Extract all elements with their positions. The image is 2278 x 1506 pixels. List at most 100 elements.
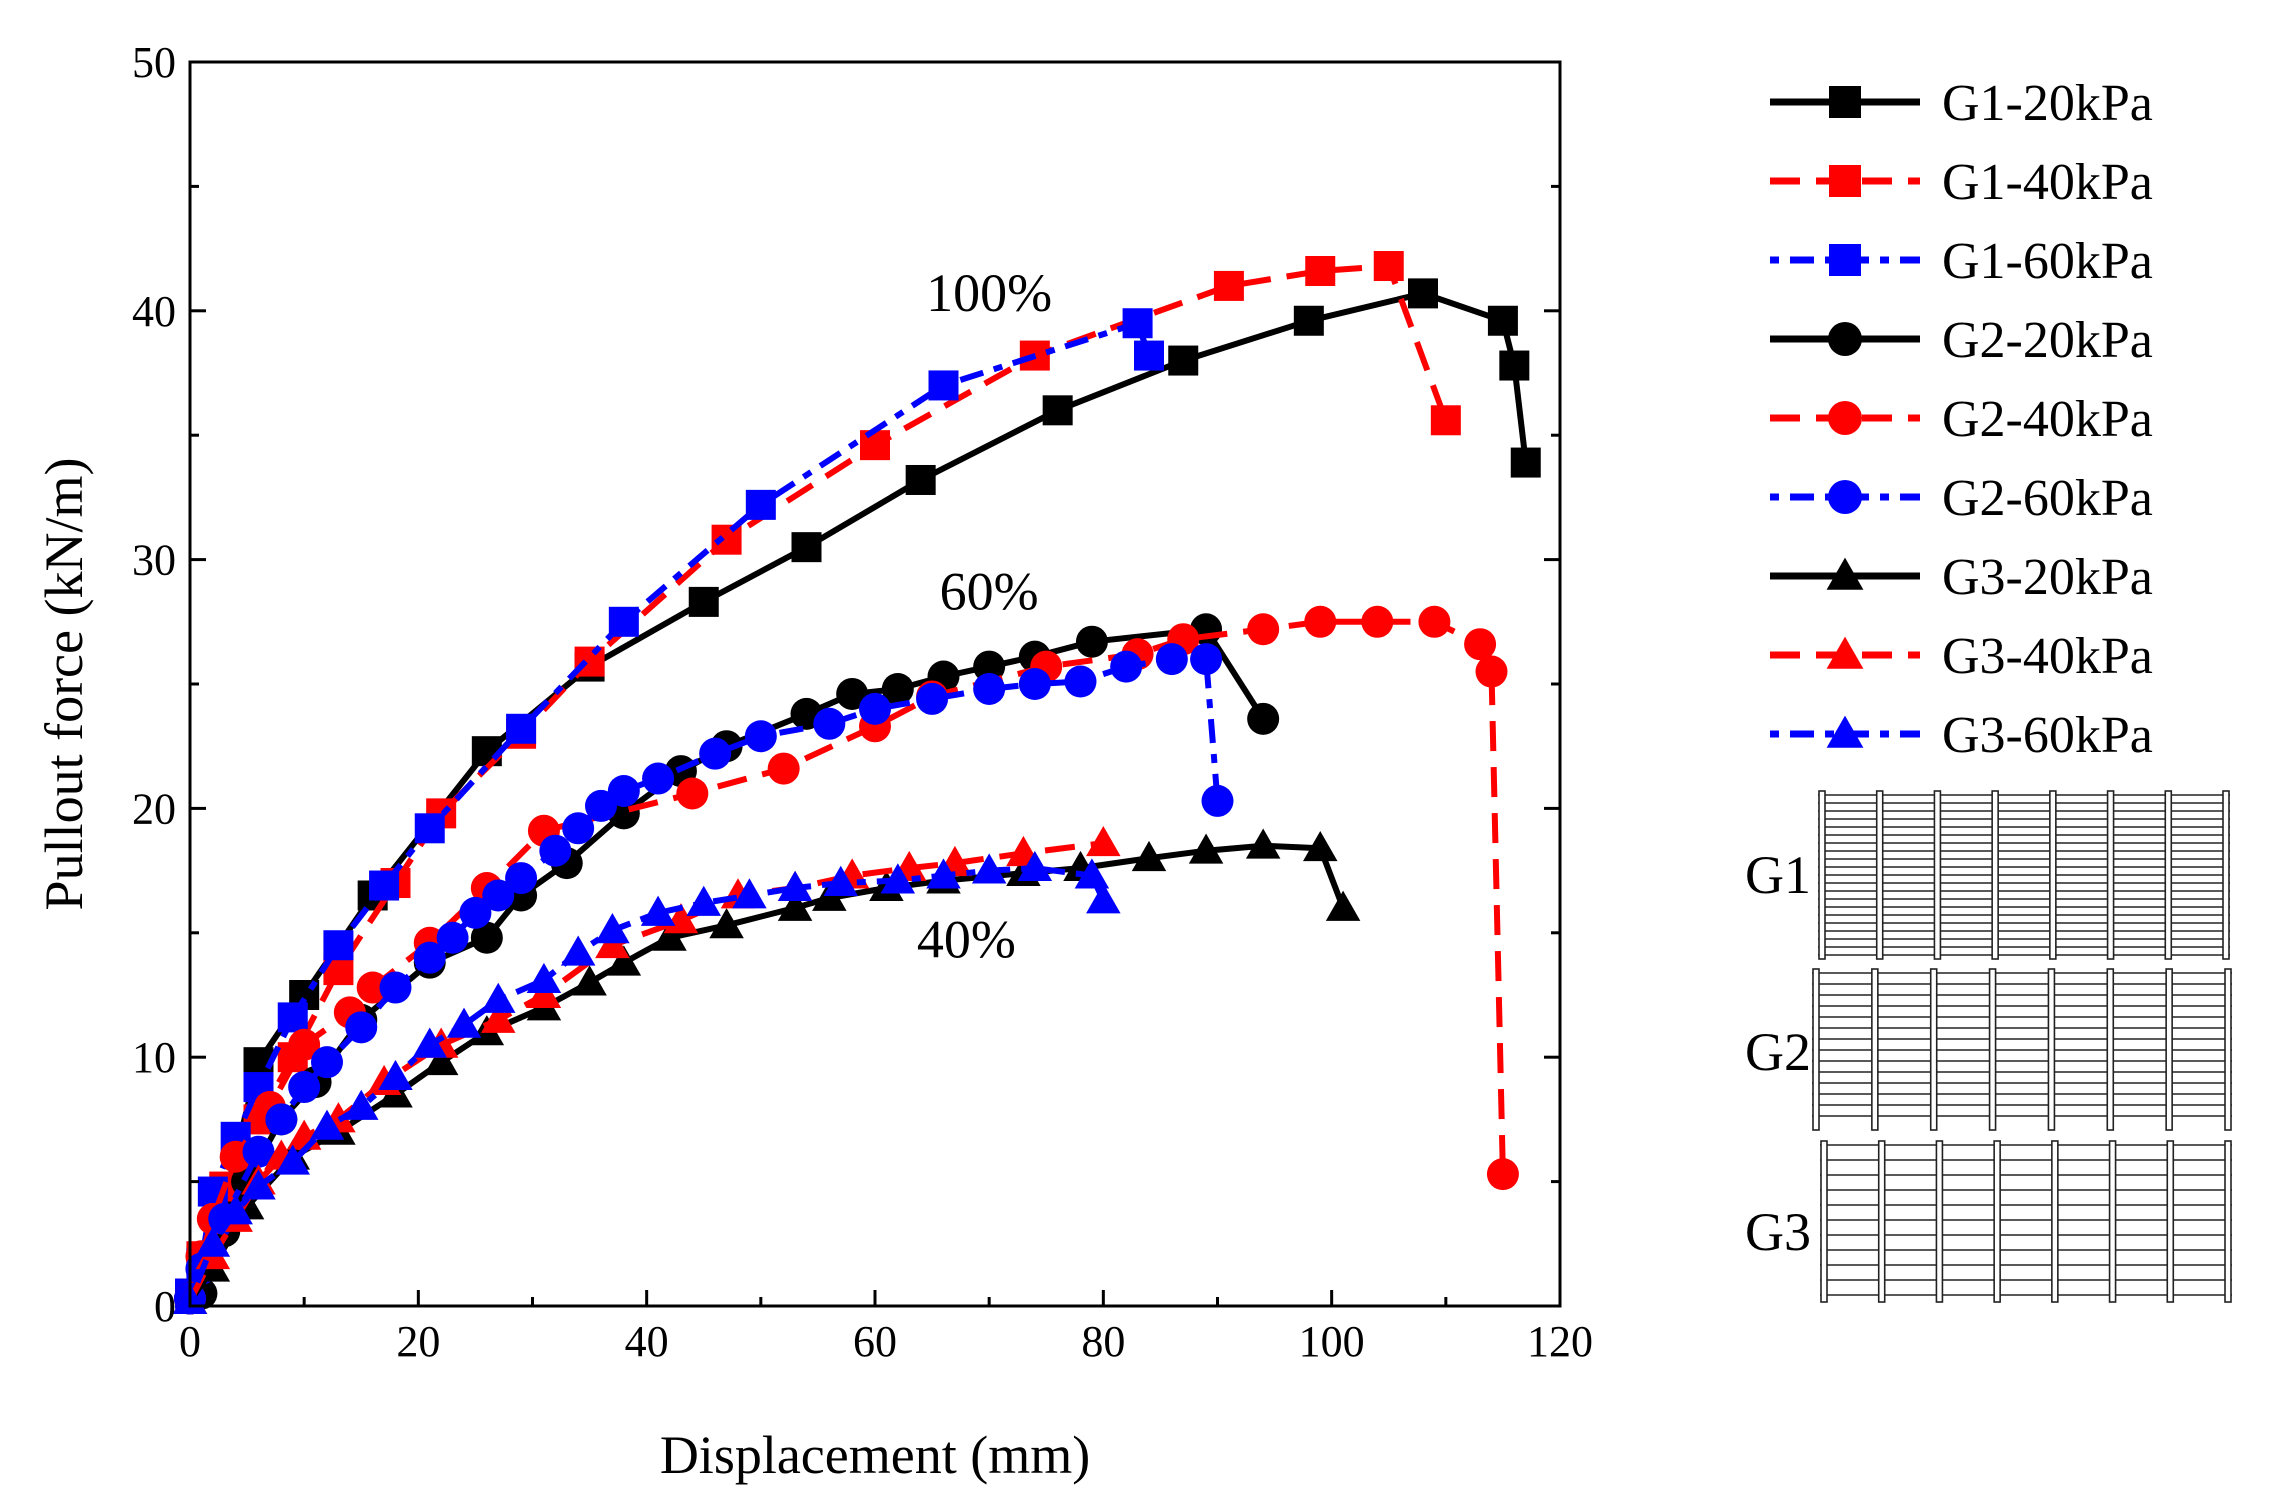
data-point-G2-40kPa-12 (767, 752, 800, 785)
data-point-G2-60kPa-17 (607, 774, 640, 807)
data-point-G2-60kPa-18 (642, 762, 675, 795)
legend-item-G1-40kPa: G1-40kPa (1770, 154, 2153, 211)
data-point-G2-40kPa-20 (1361, 605, 1394, 638)
data-point-G1-20kPa-15 (1487, 305, 1518, 336)
data-point-G2-20kPa-15 (836, 677, 869, 710)
legend-label: G2-60kPa (1942, 470, 2153, 527)
data-point-G2-40kPa-19 (1304, 605, 1337, 638)
legend-label: G2-40kPa (1942, 391, 2153, 448)
data-point-G2-20kPa-20 (1075, 625, 1108, 658)
data-point-G3-20kPa-22 (1303, 830, 1338, 862)
data-point-G3-40kPa-9 (481, 1002, 516, 1033)
x-tick-label: 40 (625, 1317, 669, 1366)
data-point-G2-60kPa-9 (413, 941, 446, 974)
data-point-G2-40kPa-21 (1418, 605, 1451, 638)
data-point-G3-60kPa-6 (344, 1089, 379, 1120)
data-point-G3-60kPa-12 (560, 935, 596, 966)
data-point-G3-60kPa-7 (378, 1059, 413, 1091)
data-point-G1-40kPa-15 (1373, 251, 1404, 282)
legend-item-G2-60kPa: G2-60kPa (1770, 470, 2153, 527)
data-point-G2-60kPa-21 (813, 707, 846, 740)
legend-label: G2-20kPa (1942, 312, 2153, 369)
data-point-G2-60kPa-8 (379, 971, 412, 1004)
y-tick-label: 0 (154, 1282, 176, 1331)
data-point-G2-60kPa-14 (539, 834, 572, 867)
data-point-G3-20kPa-6 (423, 1044, 459, 1076)
data-point-G2-60kPa-10 (436, 921, 469, 954)
data-point-G3-40kPa-19 (1086, 825, 1121, 857)
legend-label: G1-40kPa (1942, 154, 2153, 211)
data-point-G1-60kPa-8 (414, 813, 445, 844)
legend-swatch-marker (1828, 401, 1862, 435)
data-point-G3-20kPa-9 (572, 965, 607, 996)
legend-swatch-marker (1826, 715, 1864, 748)
grid-sample-label: G2 (1745, 1022, 1811, 1082)
data-point-G2-40kPa-23 (1475, 655, 1508, 688)
x-tick-label: 20 (396, 1317, 440, 1366)
series-G3-60kPa (172, 850, 1121, 1314)
y-tick-label: 10 (132, 1033, 176, 1082)
data-point-G1-40kPa-13 (1213, 270, 1244, 301)
grid-sample-pattern (1820, 1140, 2232, 1303)
x-tick-label: 60 (853, 1317, 897, 1366)
data-point-G2-60kPa-25 (1018, 668, 1051, 700)
data-point-G2-60kPa-30 (1201, 784, 1234, 817)
data-point-G1-60kPa-10 (608, 606, 639, 637)
grid-samples: G1 G2 G3 (1745, 790, 2232, 1303)
data-point-G3-60kPa-9 (446, 1007, 482, 1038)
data-point-G1-20kPa-13 (1293, 305, 1324, 336)
data-point-G3-60kPa-3 (241, 1169, 276, 1200)
legend-item-G3-60kPa: G3-60kPa (1770, 707, 2153, 764)
y-tick-label: 30 (132, 536, 176, 585)
data-point-G2-60kPa-16 (585, 789, 617, 822)
legend-swatch-marker (1829, 165, 1861, 197)
data-point-G2-40kPa-7 (356, 971, 389, 1004)
data-point-G2-60kPa-6 (311, 1046, 343, 1079)
axes-layer: 0 20 40 60 80 100 120 0 10 20 30 40 50 (132, 38, 1593, 1366)
data-point-G1-60kPa-12 (928, 370, 959, 401)
grid-sample-G1: G1 (1745, 790, 2230, 960)
data-point-G3-20kPa-23 (1325, 890, 1361, 921)
legend: G1-20kPa G1-40kPa G1-60kPa G2-20kPa G2-40kPa… (1770, 75, 2153, 764)
data-point-G2-60kPa-19 (699, 737, 732, 770)
grid-sample-G2: G2 (1745, 968, 2232, 1131)
legend-item-G3-20kPa: G3-20kPa (1770, 549, 2153, 606)
data-point-G2-60kPa-20 (744, 720, 777, 753)
data-point-G3-60kPa-17 (777, 870, 813, 901)
data-point-G2-40kPa-18 (1247, 613, 1280, 646)
legend-label: G1-20kPa (1942, 75, 2153, 132)
data-point-G2-20kPa-18 (973, 650, 1006, 683)
series-line-G1-60kPa (187, 320, 1152, 1295)
legend-item-G1-20kPa: G1-20kPa (1770, 75, 2153, 132)
data-point-G3-20kPa-19 (1131, 840, 1167, 872)
data-point-G1-20kPa-16 (1499, 350, 1530, 381)
grid-sample-label: G1 (1745, 845, 1811, 905)
data-point-G1-60kPa-13 (1122, 308, 1153, 339)
data-point-G3-20kPa-20 (1188, 833, 1224, 864)
data-point-G3-60kPa-10 (481, 982, 516, 1013)
series-G2-40kPa (174, 605, 1519, 1315)
x-tick-label: 80 (1081, 1317, 1125, 1366)
data-point-G3-60kPa-8 (412, 1027, 447, 1058)
y-axis-label: Pullout force (kN/m) (34, 458, 94, 911)
y-tick-label: 50 (132, 38, 176, 87)
data-point-G3-60kPa-19 (880, 863, 916, 894)
data-point-G2-40kPa-24 (1486, 1158, 1519, 1191)
data-point-G3-60kPa-2 (218, 1194, 253, 1225)
legend-label: G3-60kPa (1942, 707, 2153, 764)
data-point-G2-60kPa-5 (288, 1071, 321, 1104)
data-point-G2-60kPa-22 (859, 692, 891, 725)
legend-label: G1-60kPa (1942, 233, 2153, 290)
legend-item-G2-40kPa: G2-40kPa (1770, 391, 2153, 448)
data-point-G2-60kPa-23 (916, 682, 949, 715)
legend-label: G3-40kPa (1942, 628, 2153, 685)
data-point-G1-40kPa-14 (1305, 255, 1336, 286)
legend-swatch-marker (1829, 86, 1861, 118)
data-point-G3-20kPa-21 (1245, 828, 1281, 859)
data-point-G2-20kPa-8 (470, 921, 503, 954)
data-point-G2-40kPa-11 (676, 777, 709, 810)
annotation-60%: 60% (940, 561, 1039, 621)
grid-sample-label: G3 (1745, 1202, 1811, 1262)
series-layer (172, 251, 1541, 1315)
